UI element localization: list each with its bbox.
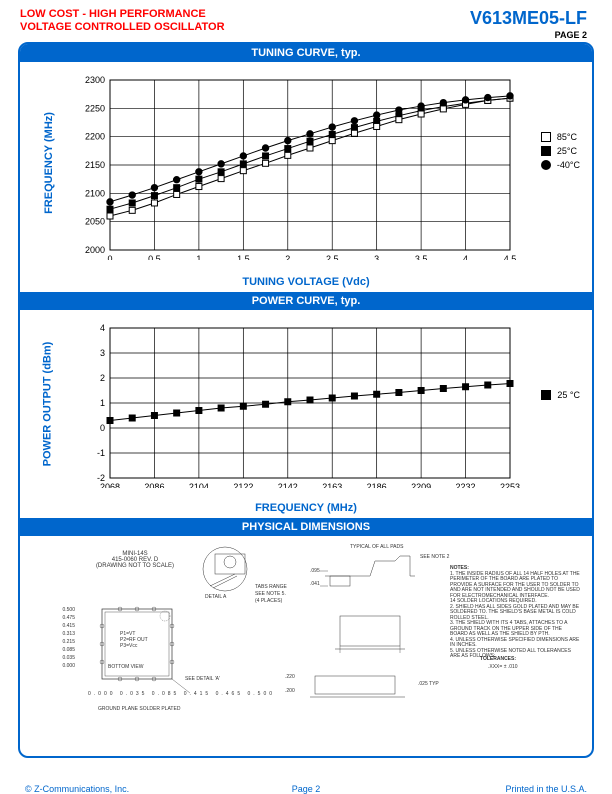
svg-text:4.5: 4.5 xyxy=(504,254,517,260)
svg-text:2186: 2186 xyxy=(367,482,387,488)
tuning-title: TUNING CURVE, typ. xyxy=(20,44,592,62)
svg-text:2050: 2050 xyxy=(85,217,105,227)
svg-text:2150: 2150 xyxy=(85,160,105,170)
svg-text:1: 1 xyxy=(196,254,201,260)
svg-text:3: 3 xyxy=(100,348,105,358)
svg-text:2100: 2100 xyxy=(85,188,105,198)
power-title: POWER CURVE, typ. xyxy=(20,292,592,310)
part-number: V613ME05-LF xyxy=(470,8,587,29)
svg-text:4: 4 xyxy=(463,254,468,260)
svg-text:2068: 2068 xyxy=(100,482,120,488)
tuning-ylabel: FREQUENCY (MHz) xyxy=(43,112,55,214)
tuning-legend: 85 °C25 °C-40 °C xyxy=(541,132,580,174)
svg-text:0: 0 xyxy=(100,423,105,433)
tuning-xlabel: TUNING VOLTAGE (Vdc) xyxy=(20,272,592,292)
svg-text:2253: 2253 xyxy=(500,482,520,488)
svg-text:2250: 2250 xyxy=(85,103,105,113)
svg-text:2: 2 xyxy=(285,254,290,260)
svg-text:2000: 2000 xyxy=(85,245,105,255)
svg-text:2122: 2122 xyxy=(233,482,253,488)
svg-text:3: 3 xyxy=(374,254,379,260)
svg-text:0: 0 xyxy=(107,254,112,260)
svg-text:2.5: 2.5 xyxy=(326,254,339,260)
power-chart: POWER OUTPUT (dBm) -2-101234206820862104… xyxy=(20,310,592,498)
svg-text:3.5: 3.5 xyxy=(415,254,428,260)
svg-text:2142: 2142 xyxy=(278,482,298,488)
svg-text:4: 4 xyxy=(100,323,105,333)
power-legend: 25 °C xyxy=(541,390,580,404)
svg-text:2: 2 xyxy=(100,373,105,383)
svg-text:2232: 2232 xyxy=(456,482,476,488)
svg-text:2163: 2163 xyxy=(322,482,342,488)
tuning-chart: FREQUENCY (MHz) 2000 2050 2100 2150 2200 2250… xyxy=(20,62,592,272)
physical-drawing: MINI-14S 415-0060 REV. D (DRAWING NOT TO… xyxy=(20,536,592,716)
svg-text:2209: 2209 xyxy=(411,482,431,488)
svg-text:2086: 2086 xyxy=(144,482,164,488)
svg-text:-1: -1 xyxy=(97,448,105,458)
power-xlabel: FREQUENCY (MHz) xyxy=(20,498,592,518)
svg-text:2300: 2300 xyxy=(85,75,105,85)
main-frame: TUNING CURVE, typ. FREQUENCY (MHz) 2000 2… xyxy=(18,42,594,758)
svg-text:2104: 2104 xyxy=(189,482,209,488)
svg-text:2200: 2200 xyxy=(85,132,105,142)
svg-text:1.5: 1.5 xyxy=(237,254,250,260)
physical-title: PHYSICAL DIMENSIONS xyxy=(20,518,592,536)
svg-text:1: 1 xyxy=(100,398,105,408)
footer-printed: Printed in the U.S.A. xyxy=(505,784,587,794)
header-title: LOW COST - HIGH PERFORMANCE VOLTAGE CONT… xyxy=(20,8,225,34)
svg-text:0.5: 0.5 xyxy=(148,254,161,260)
power-ylabel: POWER OUTPUT (dBm) xyxy=(41,342,53,467)
page-label: PAGE 2 xyxy=(555,30,587,40)
